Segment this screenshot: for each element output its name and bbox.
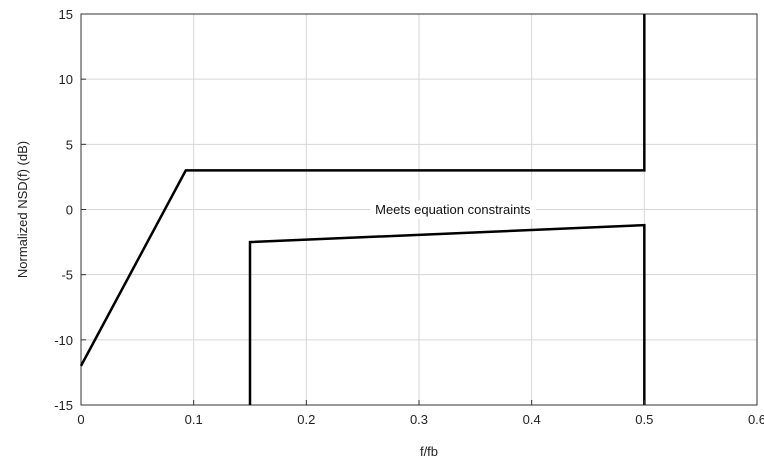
annotation-background xyxy=(370,200,536,219)
x-axis-ticks: 0 0.1 0.2 0.3 0.4 0.5 0.6 xyxy=(77,400,764,427)
annotation-text: Meets equation constraints xyxy=(375,202,531,217)
y-tick-label-6: 15 xyxy=(59,7,73,22)
x-tick-label-6: 0.6 xyxy=(748,412,764,427)
y-tick-label-4: 5 xyxy=(66,137,73,152)
y-axis-label: Normalized NSD(f) (dB) xyxy=(15,141,30,278)
x-tick-label-1: 0.1 xyxy=(185,412,203,427)
y-tick-label-2: -5 xyxy=(61,268,73,283)
annotation-layer: Meets equation constraints xyxy=(370,200,536,219)
y-tick-label-5: 10 xyxy=(59,72,73,87)
series-layer xyxy=(79,14,646,405)
x-tick-label-3: 0.3 xyxy=(410,412,428,427)
series-line-1 xyxy=(248,223,646,405)
x-axis-label: f/fb xyxy=(420,444,438,459)
series-line-0 xyxy=(79,14,646,367)
x-tick-label-2: 0.2 xyxy=(297,412,315,427)
x-tick-label-5: 0.5 xyxy=(635,412,653,427)
x-tick-label-4: 0.4 xyxy=(523,412,541,427)
y-axis-ticks: -15 -10 -5 0 5 10 15 xyxy=(54,7,86,413)
y-tick-label-0: -15 xyxy=(54,398,73,413)
annotation-0: Meets equation constraints xyxy=(370,200,536,219)
y-tick-label-3: 0 xyxy=(66,203,73,218)
y-tick-label-1: -10 xyxy=(54,333,73,348)
x-tick-label-0: 0 xyxy=(77,412,84,427)
